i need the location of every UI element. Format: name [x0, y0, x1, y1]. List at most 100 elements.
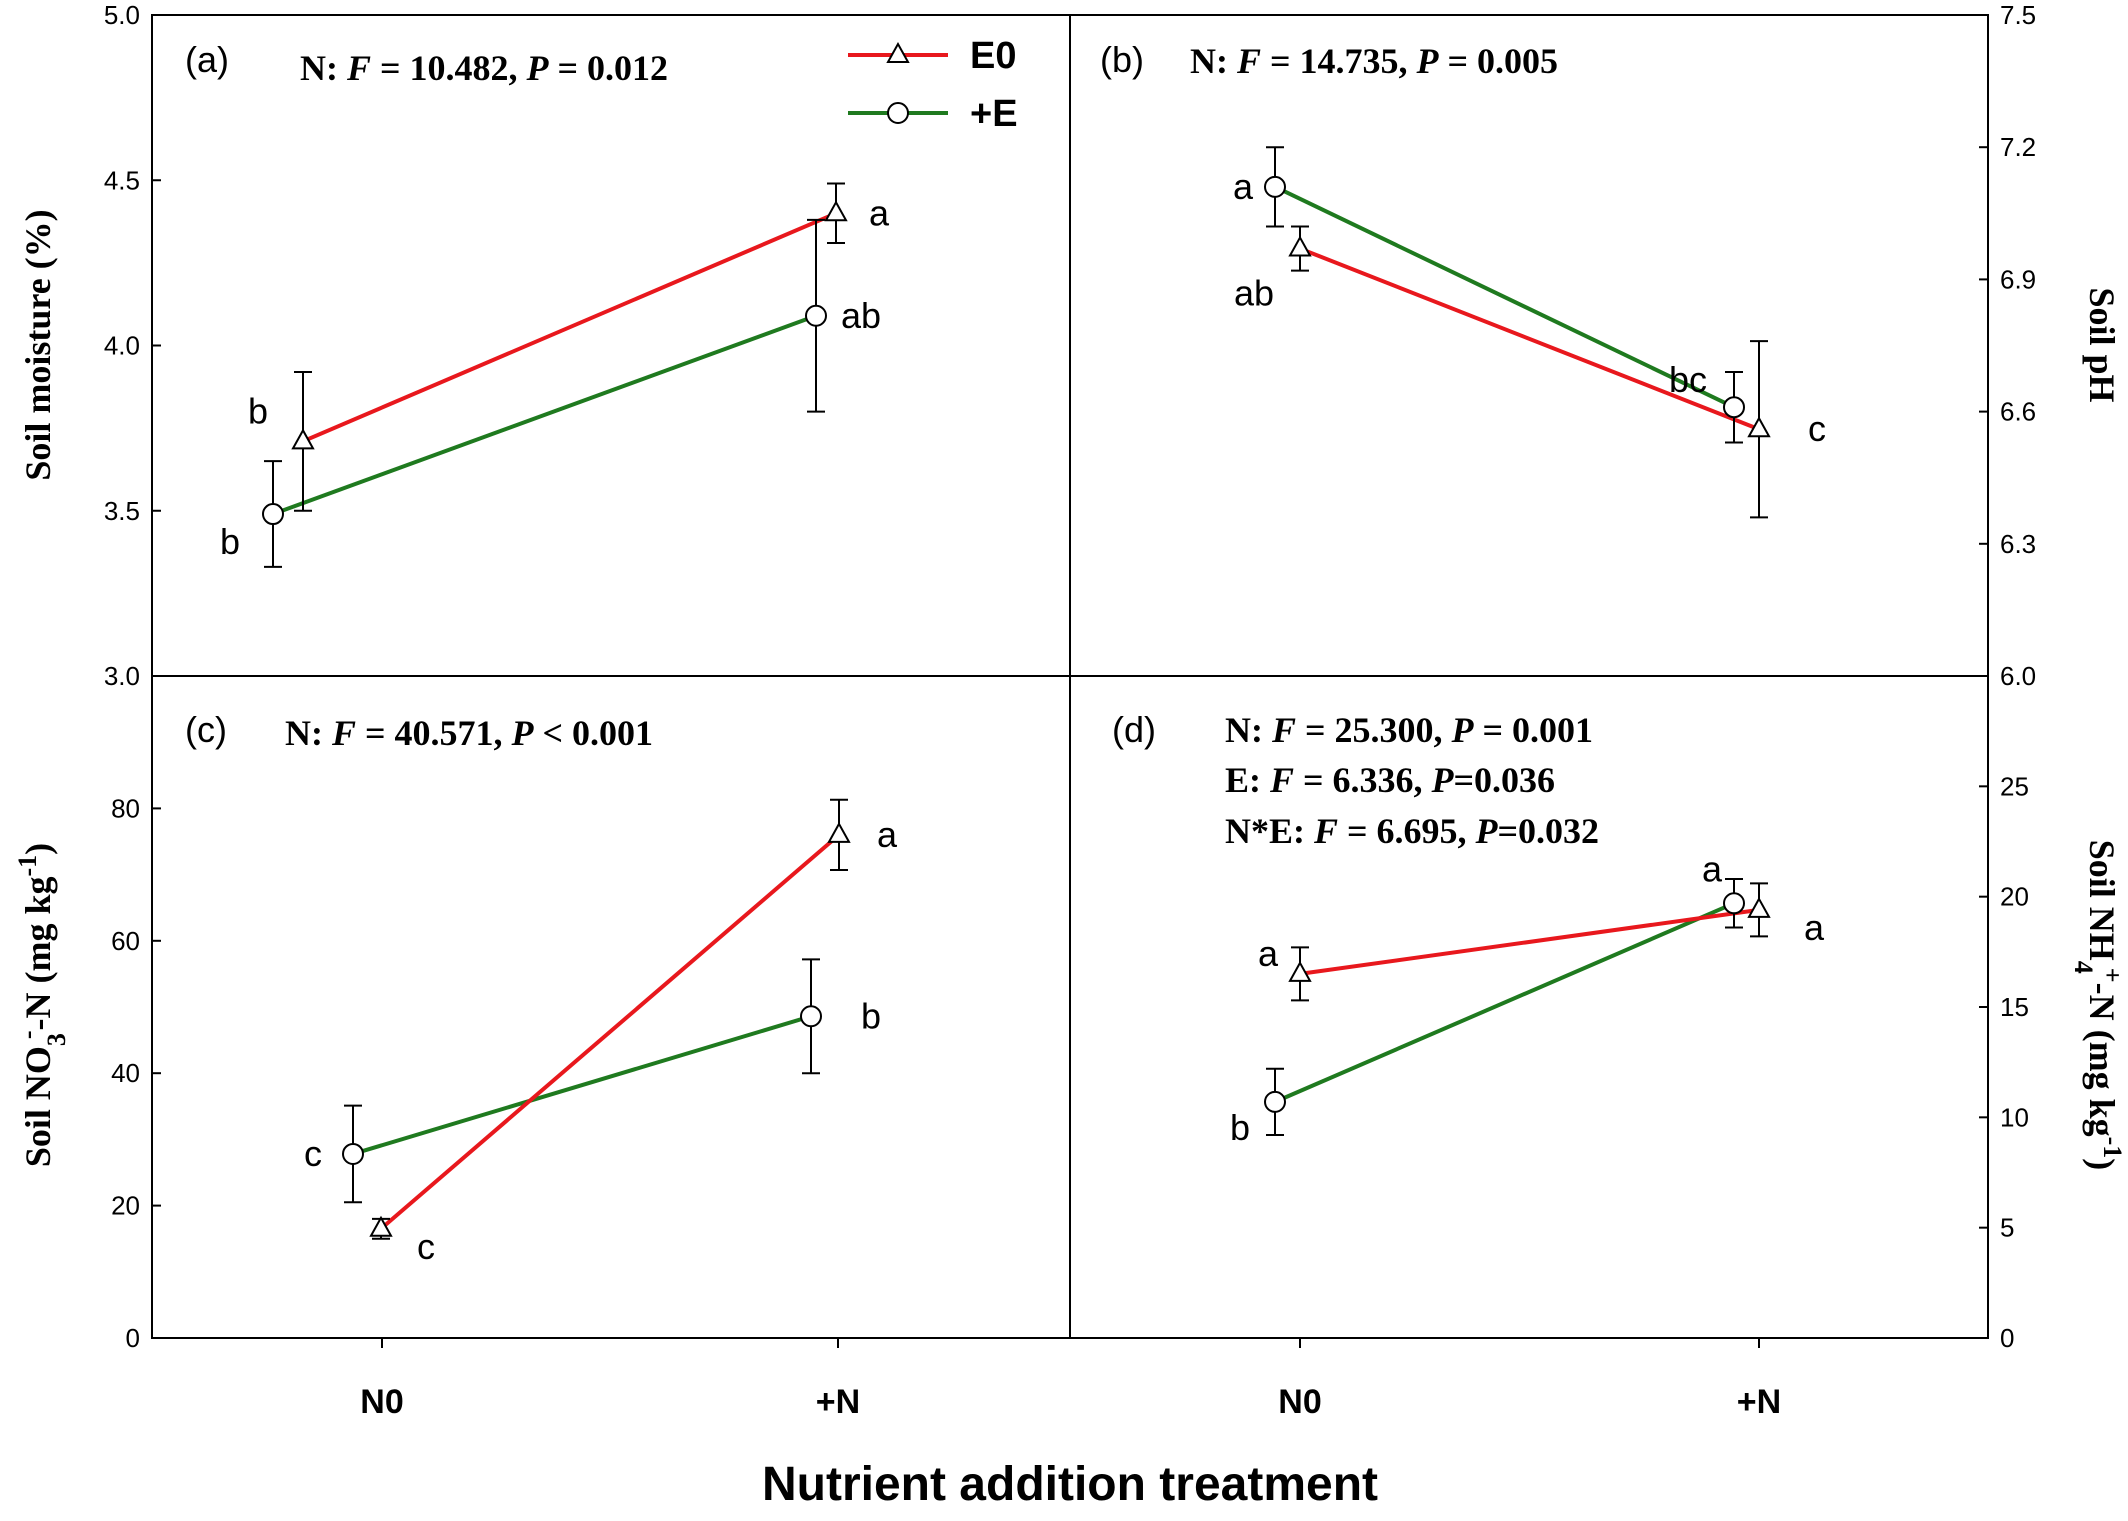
significance-letter: bc [1669, 359, 1707, 400]
y-axis: 0 5 10 15 20 25 [1979, 771, 2029, 1353]
panel-id-label: (a) [185, 39, 229, 80]
series-points-plus-e: ba [1230, 848, 1745, 1148]
y-tick-label: 0 [126, 1323, 140, 1353]
data-point-circle-marker [805, 304, 827, 327]
panel-id-label: (b) [1100, 39, 1144, 80]
panel-frame [1069, 14, 1989, 677]
series-line [1274, 901, 1735, 1104]
data-point-triangle-marker [291, 428, 315, 450]
y-tick-label: 6.9 [2000, 264, 2036, 294]
significance-letter: a [1258, 933, 1279, 974]
series-points-e0: ba [248, 182, 890, 512]
data-point-circle-marker [800, 1005, 822, 1028]
y-tick-label: 80 [111, 793, 140, 823]
y-tick-label: 20 [111, 1191, 140, 1221]
significance-letter: a [1233, 166, 1254, 207]
series-line [1274, 185, 1735, 409]
series-plus-e [1274, 185, 1735, 409]
stat-annotation: N: F = 14.735, P = 0.005 [1190, 41, 1558, 81]
series-e0 [1299, 907, 1760, 976]
series-line [379, 833, 841, 1231]
series-points-plus-e: cb [304, 958, 881, 1204]
series-line [302, 211, 837, 444]
y-tick-label: 6.3 [2000, 529, 2036, 559]
data-point-circle-marker [342, 1142, 364, 1165]
significance-letter: a [1702, 848, 1723, 889]
legend-label: E0 [970, 35, 1016, 77]
significance-letter: c [1808, 408, 1826, 449]
data-point-triangle-marker [1288, 960, 1312, 982]
significance-letter: b [220, 521, 240, 562]
y-tick-label: 4.0 [104, 331, 140, 361]
panel-d: 0 5 10 15 20 25 N0 +N (d) N: F = 25.300, P = 0.00… [1069, 675, 2029, 1421]
significance-letter: ab [841, 295, 881, 336]
legend-triangle-marker [886, 41, 910, 63]
y-tick-label: 6.6 [2000, 397, 2036, 427]
y-tick-label: 7.2 [2000, 132, 2036, 162]
stat-annotation: N: F = 10.482, P = 0.012 [300, 48, 668, 88]
data-point-circle-marker [1264, 175, 1286, 198]
series-e0 [379, 833, 841, 1231]
data-point-triangle-marker [1747, 896, 1771, 918]
y-tick-label: 20 [2000, 882, 2029, 912]
series-e0 [1299, 246, 1760, 432]
panel-b: 6.0 6.3 6.6 6.9 7.2 7.5 (b) N: F = 14.735, P = … [1069, 0, 2036, 691]
series-line [352, 1014, 812, 1156]
panel-c: 0 20 40 60 80 N0 +N (c) N: F = 40.571, P < 0.001… [111, 675, 1071, 1421]
data-point-circle-marker [262, 503, 284, 526]
y-tick-label: 4.5 [104, 165, 140, 195]
y-axis: 3.0 3.5 4.0 4.5 5.0 [104, 0, 161, 691]
y-tick-label: 10 [2000, 1102, 2029, 1132]
data-point-triangle-marker [1288, 235, 1312, 257]
significance-letter: ab [1234, 273, 1274, 314]
x-category-label: N0 [1278, 1383, 1321, 1421]
legend-circle-marker [887, 102, 909, 124]
series-plus-e [272, 313, 817, 516]
series-line [1299, 907, 1760, 976]
x-category-label: +N [816, 1383, 860, 1421]
legend-label: +E [970, 93, 1018, 135]
legend-item-e0: E0 [848, 35, 1016, 77]
stat-annotation: N*E: F = 6.695, P=0.032 [1225, 811, 1599, 851]
panel-id-label: (d) [1112, 709, 1156, 750]
significance-letter: a [1804, 907, 1825, 948]
x-category-label: +N [1737, 1383, 1781, 1421]
significance-letter: a [877, 814, 898, 855]
panel-a: 3.0 3.5 4.0 4.5 5.0 (a) N: F = 10.482, P = 0.0… [104, 0, 1071, 691]
y-axis-label-d: Soil NH4+-N (mg kg-1) [2070, 840, 2128, 1171]
data-point-triangle-marker [369, 1215, 393, 1237]
significance-letter: b [1230, 1107, 1250, 1148]
significance-letter: c [304, 1133, 322, 1174]
y-tick-label: 3.5 [104, 496, 140, 526]
series-points-plus-e: b ab [220, 218, 881, 568]
y-tick-label: 6.0 [2000, 661, 2036, 691]
y-tick-label: 25 [2000, 771, 2029, 801]
data-point-circle-marker [1264, 1090, 1286, 1113]
series-line [272, 313, 817, 516]
y-tick-label: 0 [2000, 1323, 2014, 1353]
series-points-plus-e: a bc [1233, 146, 1745, 444]
stat-annotation: N: F = 40.571, P < 0.001 [285, 713, 653, 753]
series-line [1299, 246, 1760, 432]
series-points-e0: ca [369, 798, 898, 1267]
y-tick-label: 60 [111, 926, 140, 956]
y-tick-label: 40 [111, 1058, 140, 1088]
data-point-triangle-marker [827, 821, 851, 843]
significance-letter: b [861, 995, 881, 1036]
series-points-e0: ab c [1234, 225, 1826, 519]
series-plus-e [1274, 901, 1735, 1104]
y-tick-label: 15 [2000, 992, 2029, 1022]
significance-letter: a [869, 192, 890, 233]
y-tick-label: 5 [2000, 1213, 2014, 1243]
significance-letter: b [248, 390, 268, 431]
y-axis-label-b: Soil pH [2082, 287, 2122, 402]
panel-frame [151, 675, 1071, 1339]
series-e0 [302, 211, 837, 444]
data-point-circle-marker [1723, 892, 1745, 915]
data-point-circle-marker [1723, 396, 1745, 419]
data-point-triangle-marker [824, 200, 848, 222]
series-plus-e [352, 1014, 812, 1156]
x-category-label: N0 [360, 1383, 403, 1421]
y-axis-label-c: Soil NO3--N (mg kg-1) [13, 843, 71, 1167]
